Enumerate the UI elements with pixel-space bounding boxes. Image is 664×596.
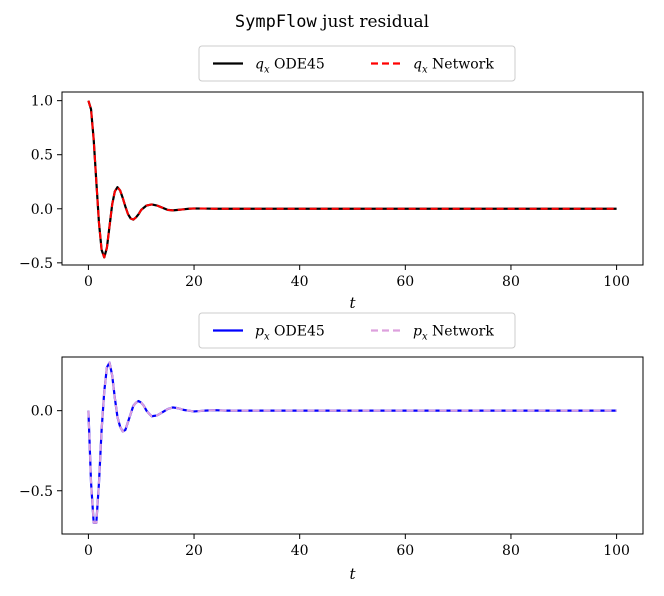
legend-label-ode45: qx ODE45: [255, 57, 325, 76]
y-tick-label: 0.0: [31, 404, 53, 420]
axes-frame: [61, 356, 644, 535]
legend-label-network: qx Network: [413, 57, 494, 76]
legend-label-rest: Network: [428, 324, 495, 340]
y-tick-label: −0.5: [19, 256, 53, 272]
legend-label-sub: x: [422, 332, 428, 343]
legend-label-var: q: [413, 57, 422, 73]
legend-label-var: p: [255, 324, 264, 340]
x-tick-label: 0: [84, 274, 93, 290]
figure-title-code: SympFlow: [235, 12, 318, 32]
y-tick-label: 1.0: [31, 94, 53, 110]
y-tick-label: 0.0: [31, 202, 53, 218]
y-tick-label: −0.5: [19, 484, 53, 500]
legend-label-rest: ODE45: [270, 324, 325, 340]
y-tick-label: 0.5: [31, 148, 53, 164]
legend-label-sub: x: [422, 65, 428, 76]
x-tick-label: 0: [84, 543, 93, 559]
legend-box: [198, 45, 516, 82]
legend-label-ode45: px ODE45: [255, 324, 325, 343]
legend-label-rest: ODE45: [270, 57, 325, 73]
legend-label-sub: x: [264, 332, 270, 343]
legend-label-rest: Network: [428, 57, 495, 73]
series-line-q-network: [87, 100, 617, 259]
x-tick-label: 80: [502, 543, 520, 559]
series-line-q-ode45: [87, 100, 617, 259]
x-tick-label: 20: [185, 543, 203, 559]
x-tick-label: 20: [185, 274, 203, 290]
axes-frame: [61, 91, 644, 266]
series-line-p-ode45: [87, 361, 617, 524]
legend-label-network: px Network: [413, 324, 494, 343]
x-tick-label: 60: [396, 274, 414, 290]
x-tick-label: 100: [603, 274, 630, 290]
x-tick-label: 80: [502, 274, 520, 290]
series-line-p-network: [87, 361, 617, 524]
x-tick-label: 40: [291, 274, 309, 290]
x-tick-label: 100: [603, 543, 630, 559]
figure-title: SympFlow just residual: [235, 12, 429, 32]
legend-label-var: q: [255, 57, 264, 73]
legend-box: [198, 312, 516, 349]
legend-label-var: p: [413, 324, 422, 340]
x-axis-label: t: [349, 294, 356, 312]
x-tick-label: 40: [291, 543, 309, 559]
legend-label-sub: x: [264, 65, 270, 76]
figure-title-rest: just residual: [317, 12, 429, 32]
x-tick-label: 60: [396, 543, 414, 559]
x-axis-label: t: [349, 565, 356, 583]
